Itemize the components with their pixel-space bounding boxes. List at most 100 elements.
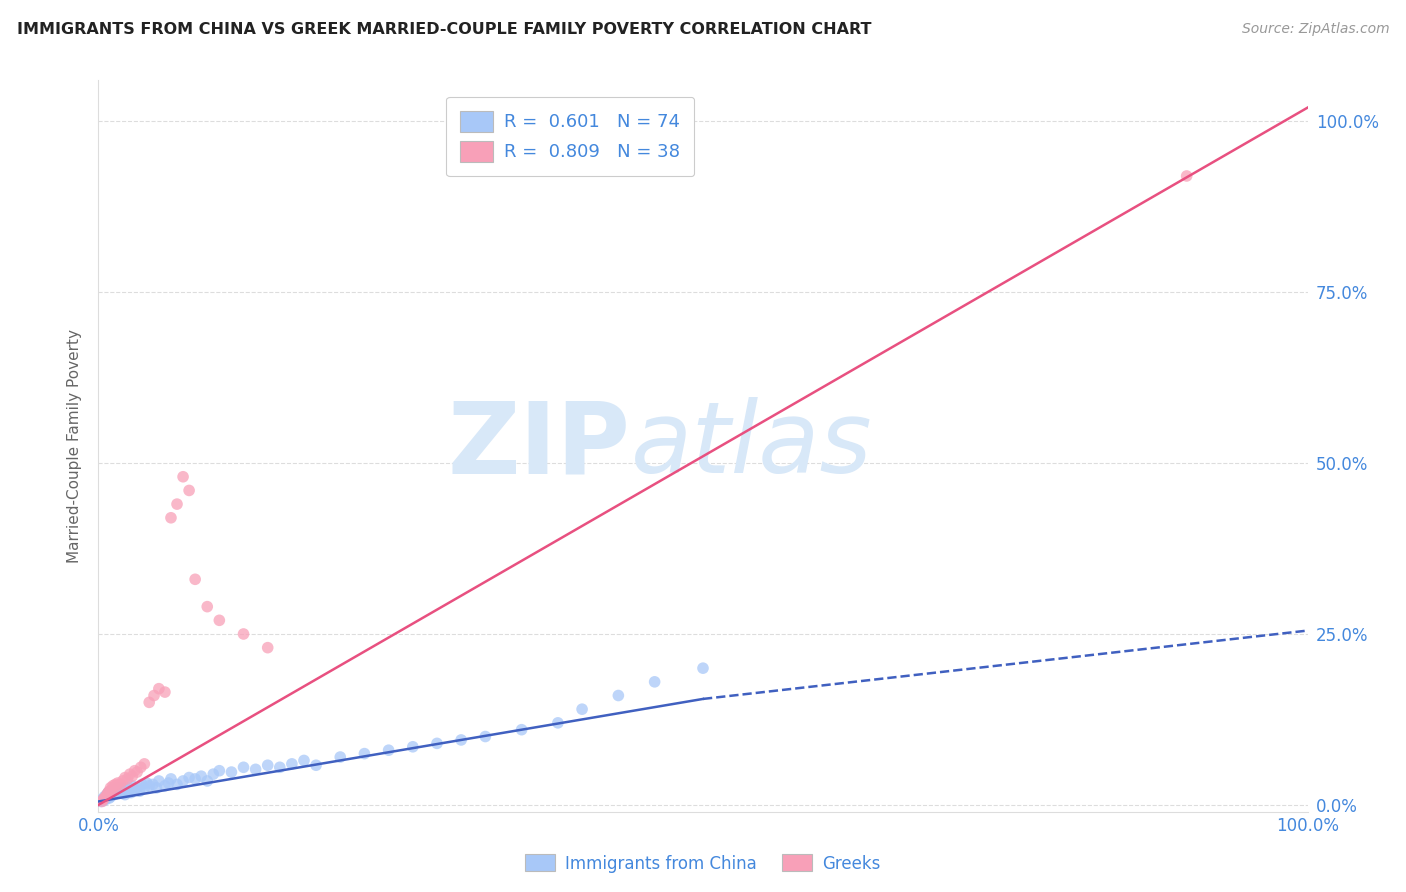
Point [148, 774, 170, 789]
Point [353, 747, 375, 761]
Point [474, 730, 496, 744]
Point [172, 774, 194, 789]
Point [115, 782, 138, 797]
Point [118, 780, 141, 795]
Point [100, 780, 122, 795]
Point [110, 786, 132, 800]
Point [426, 736, 449, 750]
Point [96, 788, 118, 802]
Text: IMMIGRANTS FROM CHINA VS GREEK MARRIED-COUPLE FAMILY POVERTY CORRELATION CHART: IMMIGRANTS FROM CHINA VS GREEK MARRIED-C… [17, 22, 872, 37]
Point [117, 772, 139, 786]
Point [202, 767, 225, 781]
Point [153, 779, 176, 793]
Point [108, 777, 131, 791]
Point [124, 764, 146, 778]
Point [98, 788, 121, 802]
Point [221, 765, 243, 780]
Point [94, 789, 117, 804]
Point [100, 782, 122, 797]
Point [190, 769, 212, 783]
Point [100, 788, 122, 802]
Point [208, 764, 231, 778]
Point [329, 750, 352, 764]
Point [208, 613, 231, 627]
Point [114, 771, 136, 785]
Point [131, 777, 153, 791]
Point [547, 715, 569, 730]
Point [118, 767, 141, 781]
Point [91, 792, 114, 806]
Point [104, 777, 127, 791]
Point [93, 791, 115, 805]
Point [269, 760, 291, 774]
Point [101, 786, 124, 800]
Point [108, 782, 131, 797]
Point [112, 784, 135, 798]
Point [166, 497, 188, 511]
Point [98, 784, 121, 798]
Point [93, 789, 115, 804]
Point [153, 685, 176, 699]
Point [91, 795, 114, 809]
Point [377, 743, 399, 757]
Point [96, 791, 118, 805]
Point [111, 780, 134, 795]
Point [160, 510, 183, 524]
Point [118, 784, 141, 798]
Legend: Immigrants from China, Greeks: Immigrants from China, Greeks [519, 847, 887, 880]
Legend: R =  0.601   N = 74, R =  0.809   N = 38: R = 0.601 N = 74, R = 0.809 N = 38 [446, 96, 695, 177]
Point [134, 780, 156, 795]
Point [143, 689, 166, 703]
Point [450, 733, 472, 747]
Point [97, 786, 120, 800]
Point [107, 780, 129, 795]
Point [179, 483, 201, 498]
Point [195, 599, 218, 614]
Point [127, 780, 149, 795]
Point [111, 774, 134, 789]
Point [121, 769, 143, 783]
Point [103, 788, 125, 802]
Point [101, 782, 124, 797]
Point [107, 776, 129, 790]
Point [160, 772, 183, 786]
Point [232, 760, 254, 774]
Point [402, 739, 425, 754]
Point [644, 674, 666, 689]
Point [571, 702, 593, 716]
Point [91, 792, 114, 806]
Point [184, 572, 207, 586]
Point [138, 779, 160, 793]
Point [179, 771, 201, 785]
Point [128, 784, 150, 798]
Point [172, 469, 194, 483]
Point [692, 661, 714, 675]
Point [98, 791, 121, 805]
Point [134, 756, 156, 771]
Point [292, 754, 315, 768]
Point [103, 780, 125, 795]
Point [91, 794, 114, 808]
Text: atlas: atlas [630, 398, 872, 494]
Point [97, 786, 120, 800]
Text: Source: ZipAtlas.com: Source: ZipAtlas.com [1241, 22, 1389, 37]
Point [105, 779, 128, 793]
Point [101, 779, 124, 793]
Point [138, 695, 160, 709]
Point [145, 780, 167, 795]
Point [281, 756, 304, 771]
Point [166, 777, 188, 791]
Point [157, 776, 180, 790]
Point [124, 782, 146, 797]
Point [256, 758, 278, 772]
Point [105, 786, 128, 800]
Point [184, 772, 207, 786]
Point [256, 640, 278, 655]
Y-axis label: Married-Couple Family Poverty: Married-Couple Family Poverty [67, 329, 83, 563]
Point [114, 788, 136, 802]
Point [90, 795, 112, 809]
Point [148, 681, 170, 696]
Point [607, 689, 630, 703]
Point [104, 784, 127, 798]
Point [129, 760, 152, 774]
